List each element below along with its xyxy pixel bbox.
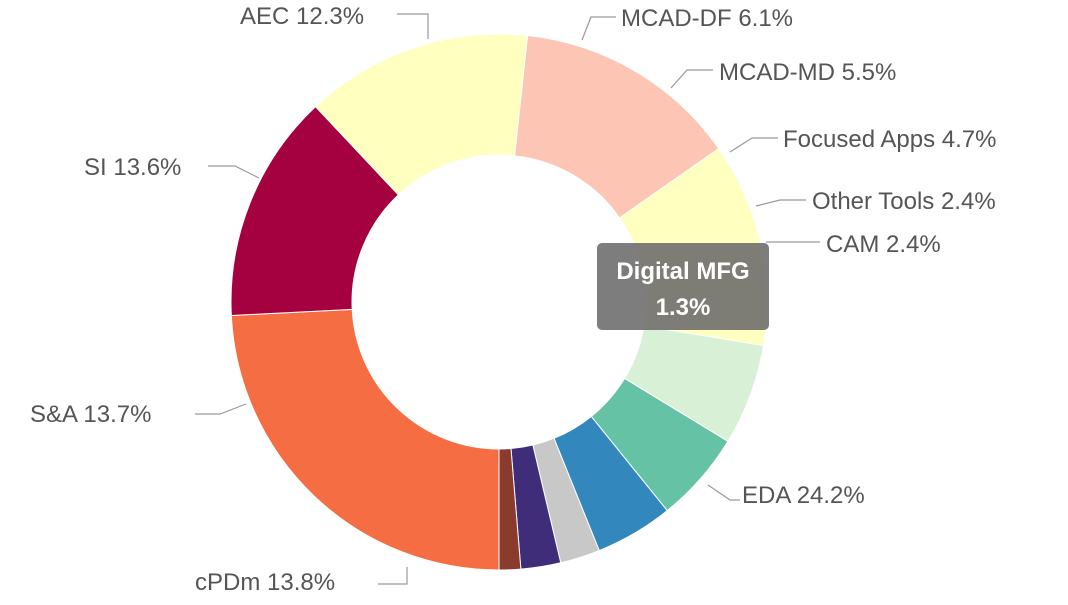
- slice-eda[interactable]: [230, 308, 500, 571]
- tooltip-title: Digital MFG: [616, 258, 749, 285]
- data-label-mcad-md: MCAD-MD 5.5%: [719, 59, 896, 86]
- data-label-mcad-df: MCAD-DF 6.1%: [621, 5, 793, 32]
- tooltip-value: 1.3%: [656, 294, 711, 321]
- leader-line-cpdm: [378, 567, 408, 585]
- leader-line-mcad-df: [581, 16, 616, 41]
- data-label-other-tools: Other Tools 2.4%: [812, 188, 996, 215]
- data-label-cam: CAM 2.4%: [826, 231, 941, 258]
- slice-digital-mfg[interactable]: [498, 447, 522, 571]
- tooltip-box: [597, 243, 769, 330]
- slice-cpdm[interactable]: [230, 105, 400, 316]
- tooltip: Digital MFG 1.3%: [597, 243, 769, 330]
- slices-group: [230, 33, 768, 571]
- leader-line-mcad-md: [670, 69, 713, 89]
- leader-line-sanda: [195, 403, 247, 415]
- data-label-aec: AEC 12.3%: [240, 3, 364, 30]
- leader-lines-group: [195, 13, 820, 585]
- leader-line-eda: [707, 484, 740, 501]
- labels-group: EDA 24.2% cPDm 13.8% S&A 13.7% SI 13.6% AEC …: [30, 3, 996, 596]
- data-label-si: SI 13.6%: [84, 154, 181, 181]
- leader-line-other-tools: [755, 199, 806, 207]
- leader-line-aec: [397, 13, 429, 39]
- data-label-eda: EDA 24.2%: [742, 482, 865, 509]
- leader-line-focused-apps: [729, 137, 778, 153]
- data-label-cpdm: cPDm 13.8%: [195, 569, 335, 596]
- leader-line-si: [208, 165, 260, 179]
- data-label-focused-apps: Focused Apps 4.7%: [783, 126, 996, 153]
- data-label-sanda: S&A 13.7%: [30, 401, 151, 428]
